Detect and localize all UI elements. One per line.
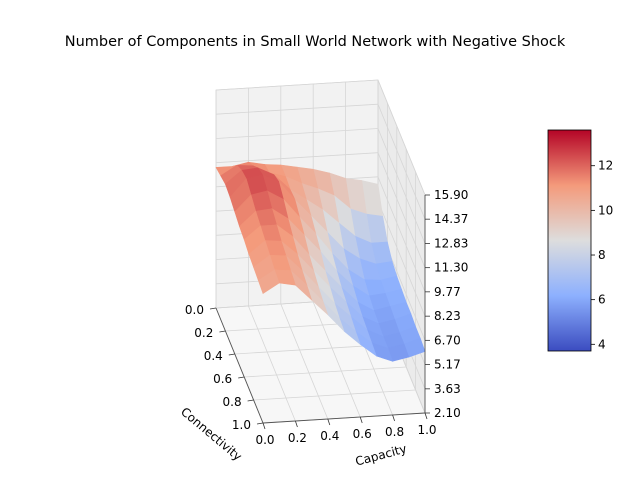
axis-ticks: 0.0 0.2 0.4 0.6 0.8 1.0 0.0 0.2 0.4 0.6 0.8 1.0 2.10… (185, 188, 468, 447)
colorbar-tick-label: 12 (598, 159, 613, 173)
wall-grid-line (377, 104, 426, 220)
z-tick-label: 9.77 (434, 285, 461, 299)
y-axis-label: Capacity (354, 442, 408, 469)
z-tick-label: 11.30 (434, 261, 468, 275)
chart-title: Number of Components in Small World Netw… (65, 34, 566, 50)
colorbar-tick-label: 10 (598, 203, 613, 217)
tick-mark (327, 418, 331, 426)
tick-mark (238, 376, 245, 379)
y-tick-label: 0.8 (385, 425, 404, 439)
tick-mark (256, 422, 264, 425)
surface-patch (257, 269, 280, 294)
wall-grid-line (215, 152, 379, 164)
tick-mark (219, 330, 226, 333)
colorbar-tick-label: 4 (598, 337, 606, 351)
x-axis-line (215, 307, 264, 424)
tick-mark (295, 420, 298, 428)
axis-edges (215, 195, 426, 424)
z-tick-label: 8.23 (434, 309, 461, 323)
x-tick-label: 0.0 (185, 303, 204, 317)
floor-grid-line (248, 305, 296, 422)
y-tick-label: 0.6 (353, 427, 372, 441)
y-tick-label: 1.0 (417, 423, 436, 437)
z-tick-label: 6.70 (434, 333, 461, 347)
x-tick-label: 0.6 (213, 372, 232, 386)
tick-mark (392, 414, 395, 422)
tick-mark (228, 353, 235, 356)
floor-grid-line (253, 389, 416, 401)
wall-grid-line (215, 128, 379, 139)
wall-grid-line (377, 176, 426, 292)
y-tick-label: 0.4 (320, 429, 339, 443)
floor-grid-line (280, 303, 329, 420)
x-tick-label: 0.2 (194, 326, 213, 340)
colorbar: 4 6 8 10 12 (547, 129, 613, 352)
surface-mesh (215, 161, 426, 362)
x-tick-label: 0.4 (204, 349, 223, 363)
colorbar-tick-label: 8 (598, 248, 606, 262)
x-axis-label: Connectivity (178, 405, 245, 464)
wall-grid-line (377, 201, 426, 317)
z-tick-label: 5.17 (434, 358, 461, 372)
colorbar-tick-label: 6 (598, 293, 606, 307)
wall-grid-line (215, 103, 379, 115)
floor-grid-line (244, 366, 407, 378)
tick-mark (209, 307, 217, 310)
x-tick-label: 1.0 (232, 418, 251, 432)
y-tick-label: 0.2 (288, 431, 307, 445)
tick-mark (359, 416, 363, 424)
floor-grid-line (312, 301, 361, 418)
wall-grid-line (377, 79, 426, 196)
y-tick-label: 0.0 (255, 433, 274, 447)
z-tick-label: 2.10 (434, 406, 461, 420)
tick-mark (247, 399, 254, 402)
z-tick-label: 12.83 (434, 236, 468, 250)
z-tick-label: 3.63 (434, 382, 461, 396)
z-tick-label: 14.37 (434, 212, 468, 226)
wall-grid-line (215, 79, 379, 91)
tick-mark (424, 412, 428, 420)
tick-mark (262, 422, 266, 430)
wall-grid-line (377, 152, 426, 268)
z-tick-label: 15.90 (434, 188, 468, 202)
y-axis-line (262, 412, 426, 424)
wall-grid-line (377, 128, 426, 244)
colorbar-gradient (547, 129, 592, 352)
x-tick-label: 0.8 (223, 395, 242, 409)
